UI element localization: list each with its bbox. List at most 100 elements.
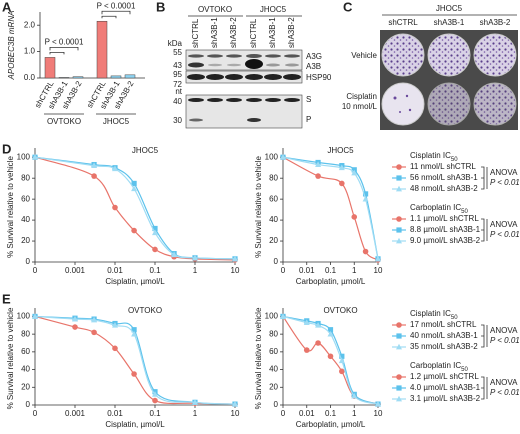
legend-title-sub: 50 bbox=[461, 209, 468, 215]
marker bbox=[91, 316, 98, 323]
marker bbox=[303, 347, 310, 353]
marker bbox=[396, 175, 402, 181]
panel-label: D bbox=[2, 141, 11, 156]
x-axis-title: Cisplatin, µmol/L bbox=[105, 420, 165, 429]
x-tick-label: 10 bbox=[231, 266, 240, 275]
bracket bbox=[49, 47, 79, 51]
y-tick-label: 60 bbox=[269, 347, 278, 356]
y-tick-label: 20 bbox=[21, 382, 30, 391]
lane-label: shA3B-2 bbox=[229, 17, 238, 48]
legend-note: P < 0.01 bbox=[490, 230, 520, 239]
lane-label: shA3B-1 bbox=[268, 17, 277, 48]
y-axis-title: APOBEC3B mRNA bbox=[7, 11, 16, 81]
legend-title-sub: 50 bbox=[461, 367, 468, 373]
y-tick-label: 100 bbox=[17, 152, 31, 161]
fit-line bbox=[282, 156, 379, 259]
legend-title-text: Cisplatin IC bbox=[410, 309, 451, 318]
marker bbox=[396, 333, 402, 339]
legend-bracket bbox=[481, 324, 485, 348]
x-tick-label: 10 bbox=[231, 409, 240, 418]
annotation: P < 0.0001 bbox=[45, 38, 84, 47]
y-tick-label: 40 bbox=[21, 365, 30, 374]
blot-group: JHOC5 bbox=[260, 5, 287, 14]
marker bbox=[32, 313, 38, 319]
x-tick-label: 0 bbox=[281, 266, 286, 275]
legend-title-sub: 50 bbox=[451, 315, 458, 321]
group-label: OVTOKO bbox=[47, 117, 81, 126]
marker bbox=[131, 327, 137, 333]
y-tick-label: 60 bbox=[21, 194, 30, 203]
bracket bbox=[101, 10, 131, 15]
fit-line bbox=[282, 156, 379, 259]
x-tick-label: 0.01 bbox=[299, 266, 315, 275]
marker bbox=[375, 255, 381, 262]
blot-image bbox=[185, 49, 303, 129]
marker bbox=[232, 400, 238, 407]
marker bbox=[315, 322, 322, 328]
marker bbox=[131, 180, 137, 187]
annotation: P < 0.0001 bbox=[97, 1, 136, 10]
legend-label: 3.1 µmol/L shA3B-2 bbox=[410, 394, 481, 403]
marker bbox=[72, 324, 78, 330]
marker bbox=[396, 395, 402, 402]
marker bbox=[375, 400, 381, 407]
y-tick-label: 100 bbox=[17, 312, 31, 321]
x-axis-title: Carboplatin, µmol/L bbox=[296, 420, 366, 429]
y-tick-label: 20 bbox=[269, 382, 278, 391]
y-axis-title: % Survival relative to vehicle bbox=[6, 307, 15, 409]
x-axis-title: Cisplatin, µmol/L bbox=[105, 277, 165, 286]
colony-row: Vehicle bbox=[351, 51, 377, 60]
marker bbox=[396, 343, 402, 350]
marker bbox=[32, 154, 38, 160]
marker bbox=[112, 165, 118, 172]
lane-label: shA3B-1 bbox=[210, 17, 219, 48]
legend-bracket bbox=[481, 218, 485, 242]
x-tick-label: 0.1 bbox=[149, 409, 161, 418]
lane-label: shA3B-2 bbox=[287, 17, 296, 48]
chart-title: JHOC5 bbox=[132, 146, 159, 155]
marker bbox=[112, 204, 118, 211]
marker bbox=[152, 229, 158, 236]
y-tick-label: 80 bbox=[269, 173, 278, 182]
x-tick-label: 0.001 bbox=[65, 409, 86, 418]
marker bbox=[351, 214, 358, 220]
kda-mark: 72 bbox=[173, 80, 182, 89]
marker bbox=[303, 319, 310, 326]
legend-title: Carboplatin IC50 bbox=[410, 361, 468, 372]
y-tick-label: 0.0 bbox=[24, 73, 36, 82]
marker bbox=[131, 330, 138, 337]
legend-note: P < 0.01 bbox=[490, 388, 520, 397]
marker bbox=[362, 248, 369, 255]
bar bbox=[96, 20, 108, 79]
marker bbox=[396, 216, 402, 222]
kda-mark: 43 bbox=[173, 61, 182, 70]
legend-note: ANOVA bbox=[490, 220, 518, 229]
fit-line bbox=[34, 156, 236, 260]
marker bbox=[339, 368, 345, 375]
y-tick-label: 80 bbox=[21, 329, 30, 338]
legend-bracket bbox=[481, 166, 485, 190]
y-tick-label: 40 bbox=[21, 215, 30, 224]
nt-label: nt bbox=[175, 87, 182, 96]
marker bbox=[131, 227, 137, 234]
marker bbox=[152, 246, 158, 253]
colony-column: shA3B-1 bbox=[434, 18, 465, 27]
marker bbox=[72, 315, 78, 322]
marker bbox=[131, 371, 137, 377]
marker bbox=[396, 374, 402, 380]
x-tick-label: 0.001 bbox=[65, 266, 86, 275]
group-label: JHOC5 bbox=[103, 117, 130, 126]
blot-group: OVTOKO bbox=[198, 5, 232, 14]
marker bbox=[315, 161, 322, 167]
bracket bbox=[49, 52, 65, 55]
y-axis-title: % Survival relative to vehicle bbox=[254, 156, 263, 258]
bar bbox=[124, 74, 136, 79]
marker bbox=[171, 251, 178, 258]
colony-column: shA3B-2 bbox=[480, 18, 511, 27]
marker bbox=[327, 353, 334, 360]
lane-label: shCTRL bbox=[249, 18, 258, 48]
marker bbox=[396, 237, 402, 244]
y-tick-label: 20 bbox=[21, 236, 30, 245]
marker bbox=[396, 185, 402, 192]
y-tick-label: 60 bbox=[269, 194, 278, 203]
